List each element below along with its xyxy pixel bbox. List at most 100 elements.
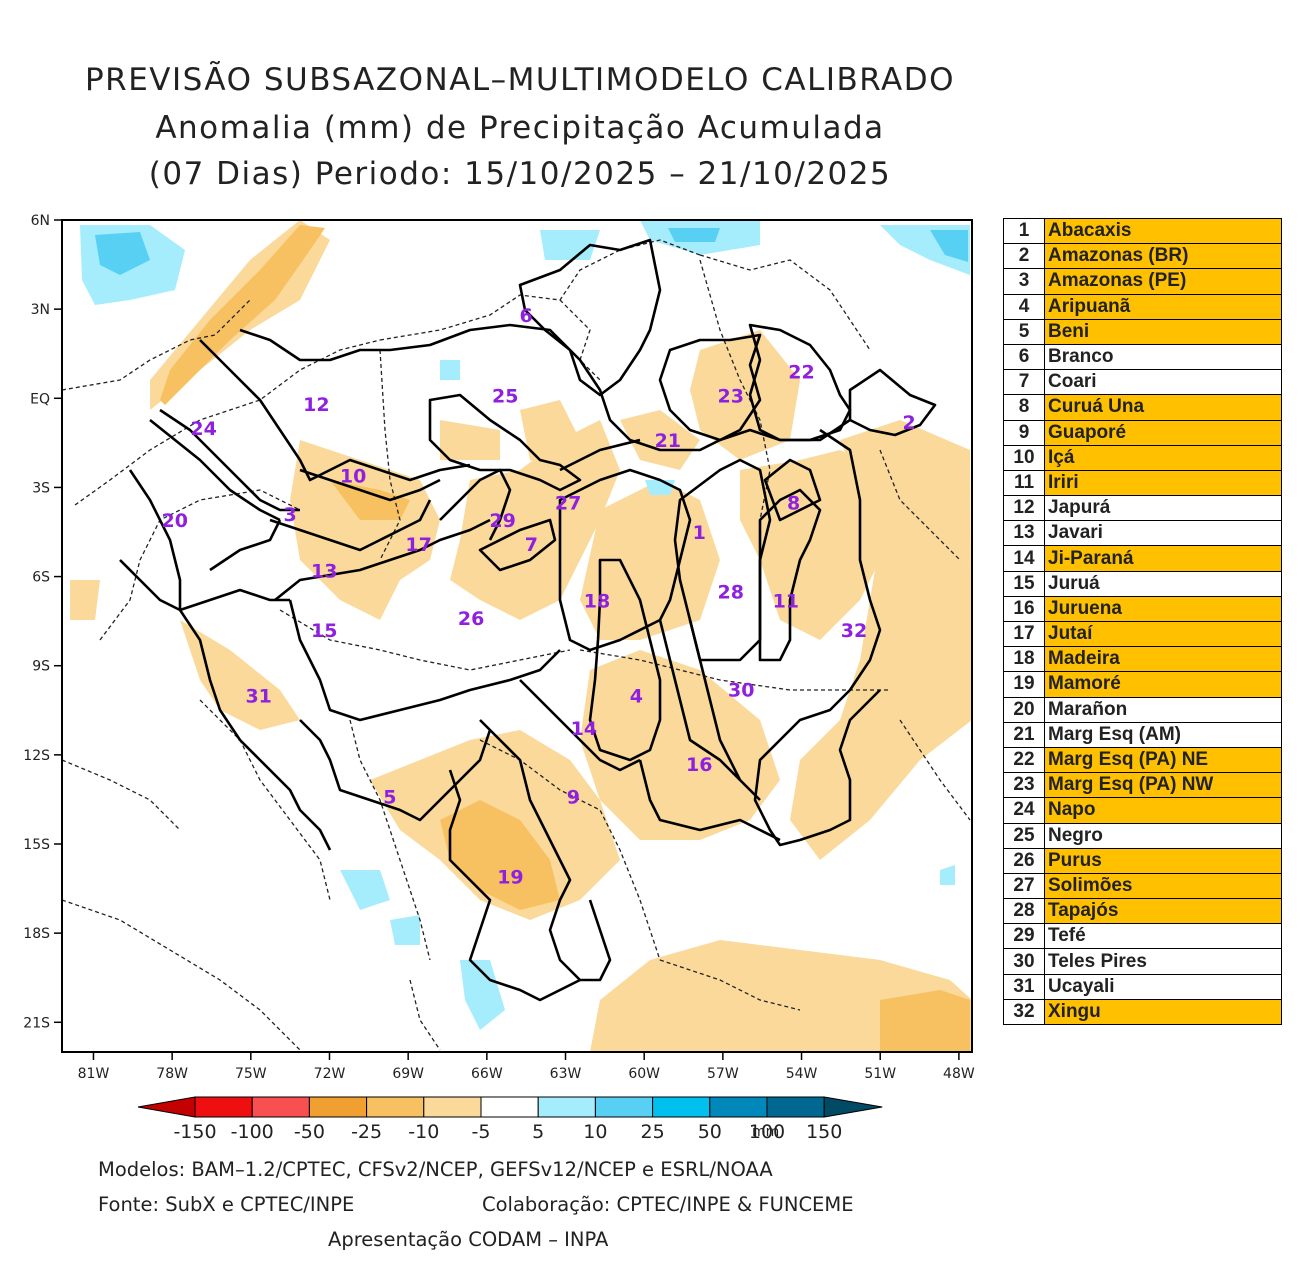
- basin-label-18: 18: [584, 590, 610, 612]
- legend-row: 12 Japurá: [1003, 495, 1282, 522]
- legend-number: 11: [1003, 469, 1045, 497]
- basin-label-31: 31: [245, 685, 271, 707]
- footer-presentation: Apresentação CODAM – INPA: [328, 1228, 609, 1251]
- legend-number: 17: [1003, 620, 1045, 648]
- map-title-line-2: Anomalia (mm) de Precipitação Acumulada: [155, 110, 885, 146]
- basin-label-25: 25: [492, 385, 518, 407]
- basin-label-2: 2: [902, 412, 915, 434]
- basin-label-27: 27: [555, 492, 581, 514]
- basin-label-22: 22: [788, 362, 814, 384]
- anomaly-mid-orange-areas: [160, 225, 970, 1052]
- lon-label: 60W: [628, 1066, 660, 1080]
- lat-label: 3N: [31, 302, 50, 318]
- lon-label: 72W: [314, 1066, 346, 1080]
- lon-label: 63W: [550, 1066, 582, 1080]
- lon-label: 81W: [78, 1066, 110, 1080]
- legend-row: 24 Napo: [1003, 797, 1282, 824]
- legend-number: 24: [1003, 797, 1045, 824]
- lon-label: 51W: [864, 1066, 896, 1080]
- legend-row: 29 Tefé: [1003, 923, 1282, 950]
- colorbar-tick-label: 150: [806, 1121, 842, 1143]
- anomaly-mid-blue-areas: [95, 228, 968, 275]
- basin-label-7: 7: [525, 534, 538, 556]
- anomaly-field: [62, 220, 972, 1052]
- basin-label-9: 9: [567, 786, 580, 808]
- legend-row: 16 Juruena: [1003, 595, 1282, 623]
- legend-row: 31 Ucayali: [1003, 973, 1282, 1000]
- basin-label-20: 20: [162, 510, 188, 532]
- legend-row: 18 Madeira: [1003, 646, 1282, 673]
- latitude-ticks: 6N 3N EQ 3S 6S 9S 12S 15S 18S 21S: [23, 213, 62, 1031]
- legend-row: 1 Abacaxis: [1003, 217, 1282, 245]
- lon-label: 69W: [392, 1066, 424, 1080]
- legend-row: 19 Mamoré: [1003, 671, 1282, 698]
- legend-basin-name: Aripuanã: [1044, 293, 1282, 320]
- legend-basin-name: Iriri: [1044, 469, 1282, 497]
- lon-label: 78W: [156, 1066, 188, 1080]
- basin-label-23: 23: [718, 385, 744, 407]
- legend-basin-name: Xingu: [1044, 998, 1282, 1026]
- legend-basin-name: Tapajós: [1044, 898, 1282, 925]
- colorbar-segment: [537, 1096, 596, 1118]
- legend-row: 2 Amazonas (BR): [1003, 243, 1282, 270]
- legend-row: 14 Ji-Paraná: [1003, 545, 1282, 572]
- legend-number: 20: [1003, 696, 1045, 723]
- basin-label-11: 11: [773, 590, 799, 612]
- colorbar-segment: [594, 1096, 654, 1118]
- colorbar-ticks: -150 -100 -50 -25 -10 -5 5 10 25 50 100 150: [173, 1121, 842, 1143]
- basin-label-15: 15: [311, 620, 337, 642]
- colorbar-tick-label: 25: [641, 1121, 665, 1143]
- legend-number: 16: [1003, 595, 1045, 623]
- colorbar-segment: [251, 1096, 310, 1118]
- legend-basin-name: Içá: [1044, 444, 1282, 471]
- basin-label-17: 17: [405, 534, 431, 556]
- footer-collaboration: Colaboração: CPTEC/INPE & FUNCEME: [482, 1193, 854, 1216]
- basin-label-5: 5: [383, 786, 396, 808]
- colorbar-tick-label: -150: [173, 1121, 216, 1143]
- legend-basin-name: Napo: [1044, 797, 1282, 824]
- legend-number: 5: [1003, 318, 1045, 345]
- basin-label-1: 1: [693, 522, 706, 544]
- lon-label: 54W: [786, 1066, 818, 1080]
- legend-basin-name: Marg Esq (AM): [1044, 721, 1282, 748]
- legend-row: 32 Xingu: [1003, 998, 1282, 1026]
- lat-label: EQ: [30, 391, 50, 407]
- map-title-line-1: PREVISÃO SUBSAZONAL–MULTIMODELO CALIBRAD…: [84, 62, 956, 98]
- legend-basin-name: Amazonas (PE): [1044, 268, 1282, 295]
- legend-row: 6 Branco: [1003, 343, 1282, 371]
- basin-label-4: 4: [630, 685, 643, 707]
- legend-basin-name: Solimões: [1044, 872, 1282, 900]
- legend-row: 21 Marg Esq (AM): [1003, 721, 1282, 748]
- lon-label: 48W: [943, 1066, 975, 1080]
- legend-basin-name: Curuá Una: [1044, 394, 1282, 421]
- legend-row: 13 Javari: [1003, 520, 1282, 547]
- legend-number: 3: [1003, 268, 1045, 295]
- colorbar-segment: [709, 1096, 768, 1118]
- basin-label-16: 16: [686, 754, 712, 776]
- legend-row: 22 Marg Esq (PA) NE: [1003, 746, 1282, 774]
- basin-label-13: 13: [311, 561, 337, 583]
- legend-number: 29: [1003, 923, 1045, 950]
- legend-basin-name: Beni: [1044, 318, 1282, 345]
- lat-label: 12S: [23, 748, 50, 764]
- legend-basin-name: Ji-Paraná: [1044, 545, 1282, 572]
- map-frame: [61, 219, 973, 1053]
- lat-label: 6N: [31, 213, 50, 229]
- legend-basin-name: Marg Esq (PA) NW: [1044, 772, 1282, 799]
- lon-label: 57W: [707, 1066, 739, 1080]
- legend-row: 30 Teles Pires: [1003, 948, 1282, 975]
- legend-number: 32: [1003, 998, 1045, 1026]
- legend-number: 9: [1003, 419, 1045, 446]
- legend-basin-name: Teles Pires: [1044, 948, 1282, 975]
- colorbar-segment: [652, 1096, 711, 1118]
- legend-basin-name: Abacaxis: [1044, 217, 1282, 245]
- longitude-ticks: 81W 78W 75W 72W 69W 66W 63W 60W 57W 54W 51W 48W: [78, 1052, 975, 1082]
- map-title-line-3: (07 Dias) Periodo: 15/10/2025 – 21/10/20…: [148, 156, 892, 192]
- legend-basin-name: Mamoré: [1044, 671, 1282, 698]
- basin-label-28: 28: [718, 581, 744, 603]
- legend-basin-name: Madeira: [1044, 646, 1282, 673]
- legend-number: 19: [1003, 671, 1045, 698]
- legend-number: 6: [1003, 343, 1045, 371]
- legend-row: 5 Beni: [1003, 318, 1282, 345]
